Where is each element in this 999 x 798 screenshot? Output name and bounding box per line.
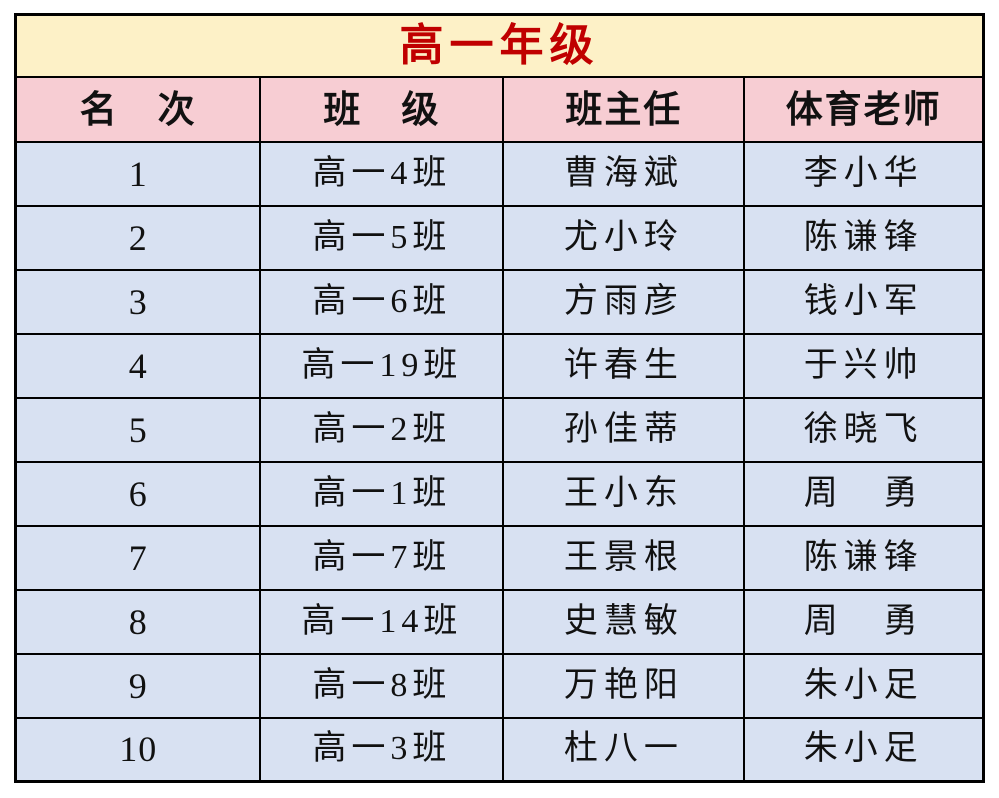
rank-cell: 8: [14, 588, 262, 655]
pe-teacher-cell: 周 勇: [743, 588, 985, 655]
head-teacher-cell: 方雨彦: [502, 268, 746, 335]
pe-teacher-cell: 朱小足: [743, 652, 985, 719]
table-row: 8 高一14班 史慧敏 周 勇: [14, 588, 985, 655]
head-teacher-cell: 杜八一: [502, 716, 746, 783]
pe-teacher-cell: 陈谦锋: [743, 204, 985, 271]
class-cell: 高一1班: [259, 460, 505, 527]
column-header-rank: 名 次: [14, 75, 262, 143]
rank-cell: 4: [14, 332, 262, 399]
class-cell: 高一4班: [259, 140, 505, 207]
class-cell: 高一5班: [259, 204, 505, 271]
pe-teacher-cell: 钱小军: [743, 268, 985, 335]
head-teacher-cell: 许春生: [502, 332, 746, 399]
table-row: 6 高一1班 王小东 周 勇: [14, 460, 985, 527]
page-title: 高一年级: [14, 13, 985, 78]
column-header-class: 班 级: [259, 75, 505, 143]
grade-ranking-table: 高一年级 名 次 班 级 班主任 体育老师 1 高一4班 曹海斌 李小华 2 高…: [14, 13, 985, 783]
rank-cell: 5: [14, 396, 262, 463]
class-cell: 高一14班: [259, 588, 505, 655]
head-teacher-cell: 王小东: [502, 460, 746, 527]
pe-teacher-cell: 李小华: [743, 140, 985, 207]
head-teacher-cell: 孙佳蒂: [502, 396, 746, 463]
rank-cell: 3: [14, 268, 262, 335]
head-teacher-cell: 尤小玲: [502, 204, 746, 271]
class-cell: 高一3班: [259, 716, 505, 783]
pe-teacher-cell: 徐晓飞: [743, 396, 985, 463]
class-cell: 高一8班: [259, 652, 505, 719]
head-teacher-cell: 曹海斌: [502, 140, 746, 207]
pe-teacher-cell: 于兴帅: [743, 332, 985, 399]
head-teacher-cell: 王景根: [502, 524, 746, 591]
table-row: 5 高一2班 孙佳蒂 徐晓飞: [14, 396, 985, 463]
table-body: 1 高一4班 曹海斌 李小华 2 高一5班 尤小玲 陈谦锋 3 高一6班 方雨彦…: [14, 140, 985, 783]
rank-cell: 1: [14, 140, 262, 207]
class-cell: 高一7班: [259, 524, 505, 591]
class-cell: 高一19班: [259, 332, 505, 399]
rank-cell: 2: [14, 204, 262, 271]
table-row: 2 高一5班 尤小玲 陈谦锋: [14, 204, 985, 271]
table-row: 3 高一6班 方雨彦 钱小军: [14, 268, 985, 335]
table-row: 1 高一4班 曹海斌 李小华: [14, 140, 985, 207]
column-header-pe-teacher: 体育老师: [743, 75, 985, 143]
pe-teacher-cell: 周 勇: [743, 460, 985, 527]
table-row: 9 高一8班 万艳阳 朱小足: [14, 652, 985, 719]
table-row: 7 高一7班 王景根 陈谦锋: [14, 524, 985, 591]
rank-cell: 9: [14, 652, 262, 719]
pe-teacher-cell: 朱小足: [743, 716, 985, 783]
rank-cell: 7: [14, 524, 262, 591]
class-cell: 高一6班: [259, 268, 505, 335]
pe-teacher-cell: 陈谦锋: [743, 524, 985, 591]
column-header-head-teacher: 班主任: [502, 75, 746, 143]
rank-cell: 10: [14, 716, 262, 783]
head-teacher-cell: 万艳阳: [502, 652, 746, 719]
table-row: 4 高一19班 许春生 于兴帅: [14, 332, 985, 399]
table-title-row: 高一年级: [14, 13, 985, 78]
table-row: 10 高一3班 杜八一 朱小足: [14, 716, 985, 783]
rank-cell: 6: [14, 460, 262, 527]
head-teacher-cell: 史慧敏: [502, 588, 746, 655]
class-cell: 高一2班: [259, 396, 505, 463]
table-header-row: 名 次 班 级 班主任 体育老师: [14, 75, 985, 143]
